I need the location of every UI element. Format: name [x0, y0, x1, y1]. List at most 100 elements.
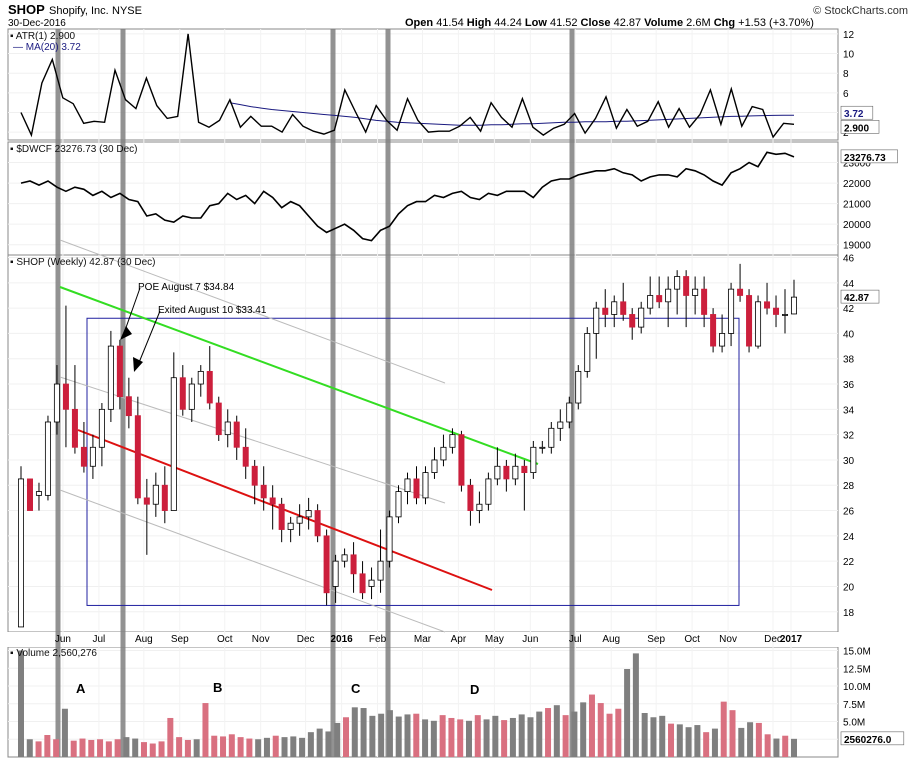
volume-badge-box — [840, 731, 905, 746]
x-tick-label: Aug — [602, 634, 620, 645]
volume-bar — [325, 731, 332, 757]
candle-body — [755, 301, 762, 347]
volume-bar — [35, 741, 42, 757]
volume-bar — [474, 715, 481, 757]
volume-bar — [720, 701, 727, 757]
volume-bar — [685, 727, 692, 757]
price-tick-label: 18 — [843, 608, 855, 619]
dwcf-tick-label: 20000 — [843, 220, 871, 231]
candle-body — [431, 459, 438, 473]
candle-body — [665, 288, 672, 303]
candle-body — [575, 370, 582, 404]
ma20-line — [229, 102, 794, 126]
candle-body — [116, 345, 123, 398]
atr-tick-label: 2 — [843, 128, 849, 139]
volume-bar — [755, 722, 762, 757]
event-marker-bar — [569, 29, 575, 757]
candle-body — [377, 560, 384, 581]
volume-bar — [26, 739, 33, 757]
candle-body — [395, 491, 402, 518]
volume-bar — [255, 739, 262, 757]
volume-bar — [149, 743, 156, 757]
price-tick-label: 44 — [843, 279, 855, 290]
volume-bar — [501, 720, 508, 757]
volume-bar — [97, 739, 104, 757]
candle-body — [26, 478, 33, 511]
volume-bar — [527, 717, 534, 757]
candle-body — [62, 383, 69, 410]
volume-bar — [386, 710, 393, 757]
atr-tick-label: 6 — [843, 89, 849, 100]
candle-body — [179, 377, 186, 410]
candle-body — [782, 314, 789, 316]
candle-body — [584, 333, 591, 372]
volume-bar — [632, 653, 639, 757]
volume-bar — [140, 742, 147, 757]
x-tick-label: Aug — [135, 634, 153, 645]
atr-badge-box — [840, 120, 880, 134]
volume-bar — [18, 650, 24, 757]
volume-bar — [509, 717, 516, 757]
volume-bar — [404, 714, 411, 757]
price-tick-label: 26 — [843, 507, 855, 518]
volume-bar — [562, 715, 569, 757]
volume-bar — [158, 741, 165, 757]
volume-tick-label: 15.0M — [843, 647, 871, 658]
volume-bar — [711, 728, 718, 757]
candle-body — [503, 465, 510, 480]
candle-body — [449, 434, 456, 448]
candle-body — [296, 516, 303, 524]
volume-bar — [448, 717, 455, 757]
candle-body — [17, 478, 24, 628]
candle-body — [530, 446, 537, 473]
candle-body — [386, 516, 393, 562]
poe-arrow-head — [120, 326, 132, 340]
candle-body — [422, 472, 429, 499]
volume-bar — [430, 720, 437, 757]
segment-label-d: D — [470, 682, 479, 697]
segment-label-b: B — [213, 680, 222, 695]
volume-bar — [237, 737, 244, 757]
volume-bar — [624, 669, 631, 757]
candle-body — [260, 484, 267, 499]
volume-bar — [53, 739, 60, 757]
candle-body — [746, 295, 753, 347]
candle-body — [269, 497, 276, 505]
atr-line — [20, 33, 795, 139]
candle-body — [98, 408, 105, 448]
price-tick-label: 46 — [843, 254, 855, 265]
volume-bar — [676, 724, 683, 757]
x-tick-label: Nov — [252, 634, 270, 645]
volume-bar — [439, 715, 446, 757]
volume-bar — [422, 719, 429, 757]
candle-body — [359, 573, 366, 594]
price-tick-label: 32 — [843, 431, 855, 442]
candle-body — [557, 421, 564, 429]
candle-body — [35, 491, 42, 496]
ma-legend: — MA(20) 3.72 — [13, 42, 81, 53]
volume-bar — [88, 739, 95, 757]
candle-body — [485, 478, 492, 505]
x-tick-label: Jun — [55, 634, 71, 645]
volume-tick-label: 5.0M — [843, 718, 865, 729]
x-tick-label: 2017 — [780, 634, 803, 645]
panel-frame-dwcf — [7, 141, 839, 256]
candle-body — [539, 446, 546, 449]
price-badge-box — [840, 289, 880, 304]
volume-tick-label: 12.5M — [843, 664, 871, 675]
resistance-trendline — [59, 286, 539, 465]
volume-bar — [299, 737, 306, 757]
company-label: Shopify, Inc. — [49, 5, 109, 17]
volume-bar — [61, 708, 68, 757]
volume-bar — [272, 735, 279, 757]
price-badge: 42.87 — [840, 289, 880, 304]
candle-body — [674, 276, 681, 290]
channel-line-middle — [59, 376, 446, 504]
candle-body — [53, 383, 60, 423]
volume-badge-text: 2560276.0 — [844, 735, 892, 746]
volume-bar — [316, 728, 323, 757]
ma-badge-box — [840, 105, 874, 120]
candle-body — [548, 427, 555, 448]
candle-body — [701, 288, 708, 315]
